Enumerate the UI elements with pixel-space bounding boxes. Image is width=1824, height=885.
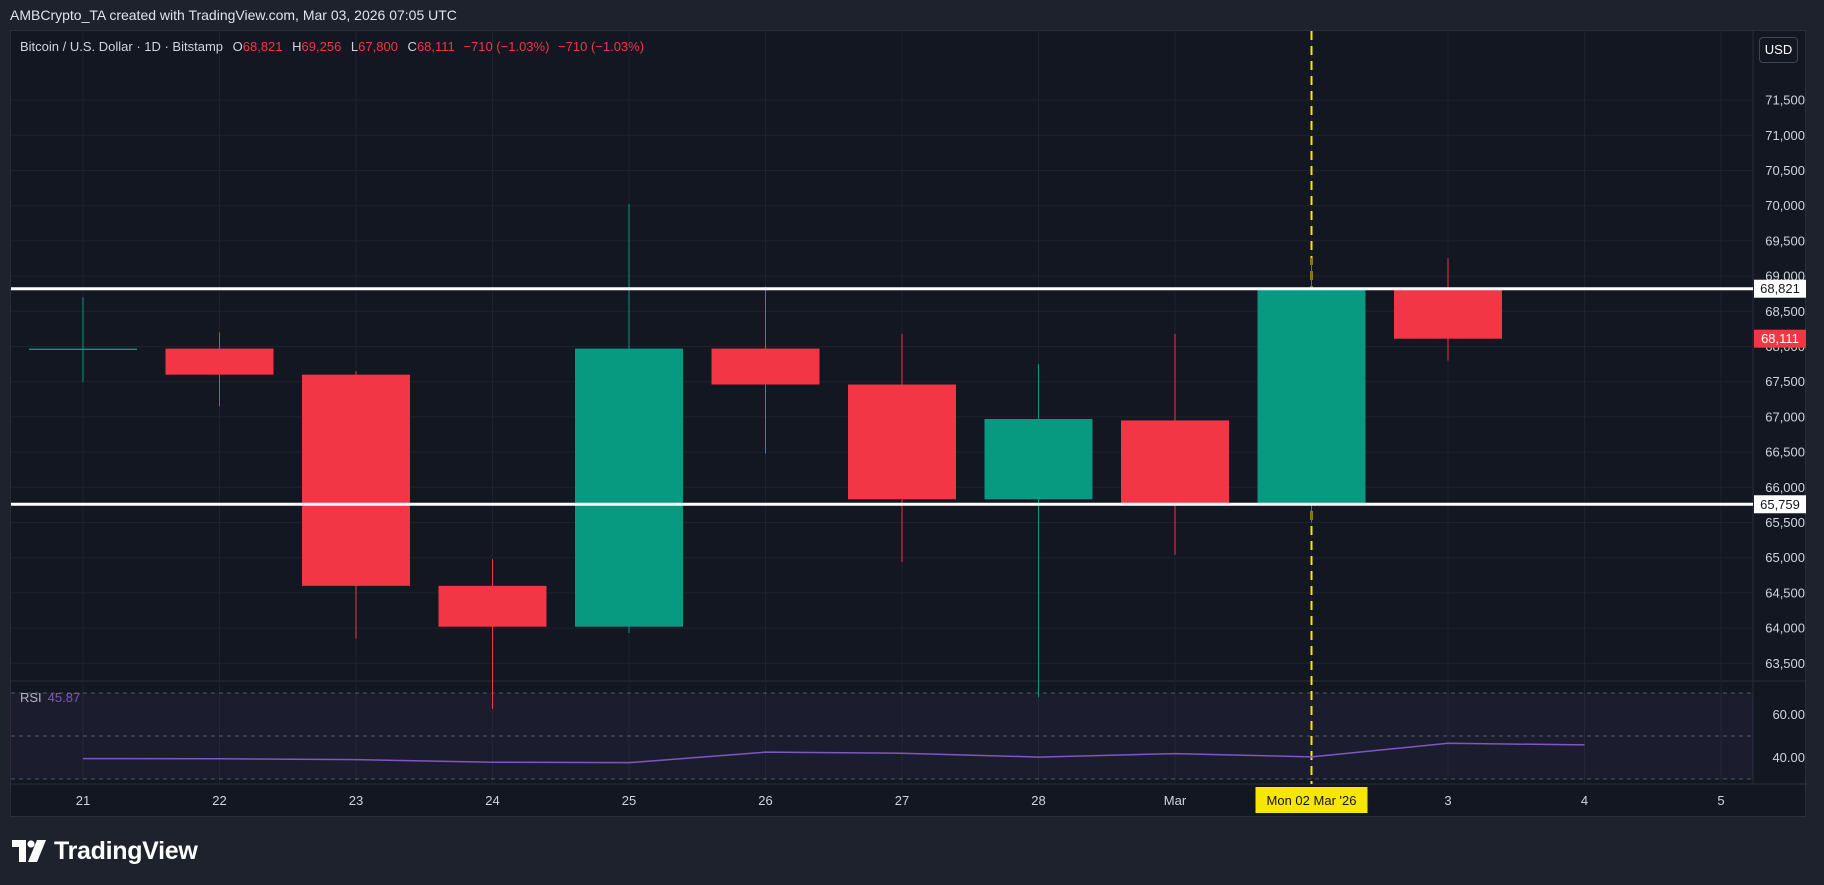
candle-body bbox=[165, 348, 274, 375]
price-tick-label: 63,500 bbox=[1765, 656, 1805, 671]
low-value: 67,800 bbox=[358, 39, 398, 54]
price-tick-label: 70,500 bbox=[1765, 163, 1805, 178]
price-tick-label: 67,500 bbox=[1765, 374, 1805, 389]
price-tick-label: 71,000 bbox=[1765, 128, 1805, 143]
chart-frame[interactable]: 63,500 64,000 64,500 65,000 65,500 66,000 66,5… bbox=[10, 30, 1807, 818]
candle-body bbox=[29, 348, 137, 351]
candle-body bbox=[575, 348, 683, 627]
time-tick-label: 4 bbox=[1581, 793, 1588, 808]
price-tick-label: 65,500 bbox=[1765, 515, 1805, 530]
close-label: C bbox=[407, 39, 417, 54]
time-tick-label: 25 bbox=[622, 793, 636, 808]
open-label: O bbox=[232, 39, 243, 54]
price-tick-label: 64,500 bbox=[1765, 585, 1805, 600]
tradingview-logo-icon bbox=[12, 840, 46, 862]
time-tick-label: 22 bbox=[212, 793, 226, 808]
price-tick-label: 67,000 bbox=[1765, 409, 1805, 424]
time-tick-label: 5 bbox=[1717, 793, 1724, 808]
time-tick-label: 23 bbox=[349, 793, 363, 808]
time-tick-label: 26 bbox=[758, 793, 772, 808]
crosshair-date-badge bbox=[1255, 787, 1368, 813]
crosshair-date-label: Mon 02 Mar '26 bbox=[1267, 793, 1357, 808]
candle-body bbox=[1394, 288, 1502, 339]
currency-button[interactable]: USD bbox=[1759, 37, 1798, 63]
time-tick-label: 21 bbox=[76, 793, 90, 808]
tradingview-wordmark: TradingView bbox=[54, 836, 198, 865]
change-value-2: −710 (−1.03%) bbox=[558, 39, 645, 54]
time-tick-label: 3 bbox=[1444, 793, 1451, 808]
last-price-label: 68,111 bbox=[1761, 331, 1799, 346]
low-label: L bbox=[350, 39, 359, 54]
rsi-line bbox=[82, 742, 1585, 764]
time-tick-label: 24 bbox=[485, 793, 499, 808]
level-price-label: 65,759 bbox=[1760, 497, 1800, 512]
price-tick-label: 65,000 bbox=[1765, 550, 1805, 565]
price-tick-label: 69,500 bbox=[1765, 233, 1805, 248]
time-tick-label: Mar bbox=[1164, 793, 1187, 808]
time-tick-label: 27 bbox=[895, 793, 909, 808]
rsi-name[interactable]: RSI bbox=[20, 690, 42, 705]
last-price-badge bbox=[1754, 329, 1806, 348]
price-tick-label: 71,500 bbox=[1765, 93, 1805, 108]
candle-body bbox=[1257, 288, 1366, 505]
high-label: H bbox=[292, 39, 302, 54]
tradingview-branding: TradingView bbox=[12, 836, 198, 866]
price-tick-label: 66,000 bbox=[1765, 480, 1805, 495]
price-tick-label: 68,500 bbox=[1765, 304, 1805, 319]
price-tick-label: 70,000 bbox=[1765, 198, 1805, 213]
close-value: 68,111 bbox=[416, 39, 455, 54]
candle-body bbox=[1121, 420, 1229, 506]
change-value: −710 (−1.03%) bbox=[463, 39, 550, 54]
candle-body bbox=[438, 585, 547, 627]
price-tick-label: 64,000 bbox=[1765, 621, 1805, 636]
candle-body bbox=[302, 374, 410, 586]
chart-caption: AMBCrypto_TA created with TradingView.co… bbox=[10, 7, 457, 23]
level-price-badge bbox=[1754, 495, 1806, 514]
rsi-value: 45.87 bbox=[47, 690, 81, 705]
rsi-legend: RSI 45.87 bbox=[20, 690, 80, 705]
time-tick-label: 28 bbox=[1031, 793, 1045, 808]
symbol-title[interactable]: Bitcoin / U.S. Dollar · 1D · Bitstamp bbox=[20, 39, 223, 54]
rsi-tick-label: 60.00 bbox=[1772, 707, 1805, 722]
symbol-legend: Bitcoin / U.S. Dollar · 1D · Bitstamp O6… bbox=[20, 39, 644, 54]
rsi-tick-label: 40.00 bbox=[1772, 750, 1805, 765]
price-chart[interactable]: 63,500 64,000 64,500 65,000 65,500 66,000 66,5… bbox=[11, 31, 1807, 818]
candle-body bbox=[984, 419, 1093, 500]
price-tick-label: 66,500 bbox=[1765, 445, 1805, 460]
level-price-label: 68,821 bbox=[1760, 281, 1800, 296]
candle-body bbox=[848, 384, 956, 500]
candle-body bbox=[711, 348, 820, 385]
level-price-badge bbox=[1754, 279, 1806, 298]
open-value: 68,821 bbox=[242, 39, 283, 54]
high-value: 69,256 bbox=[301, 39, 342, 54]
